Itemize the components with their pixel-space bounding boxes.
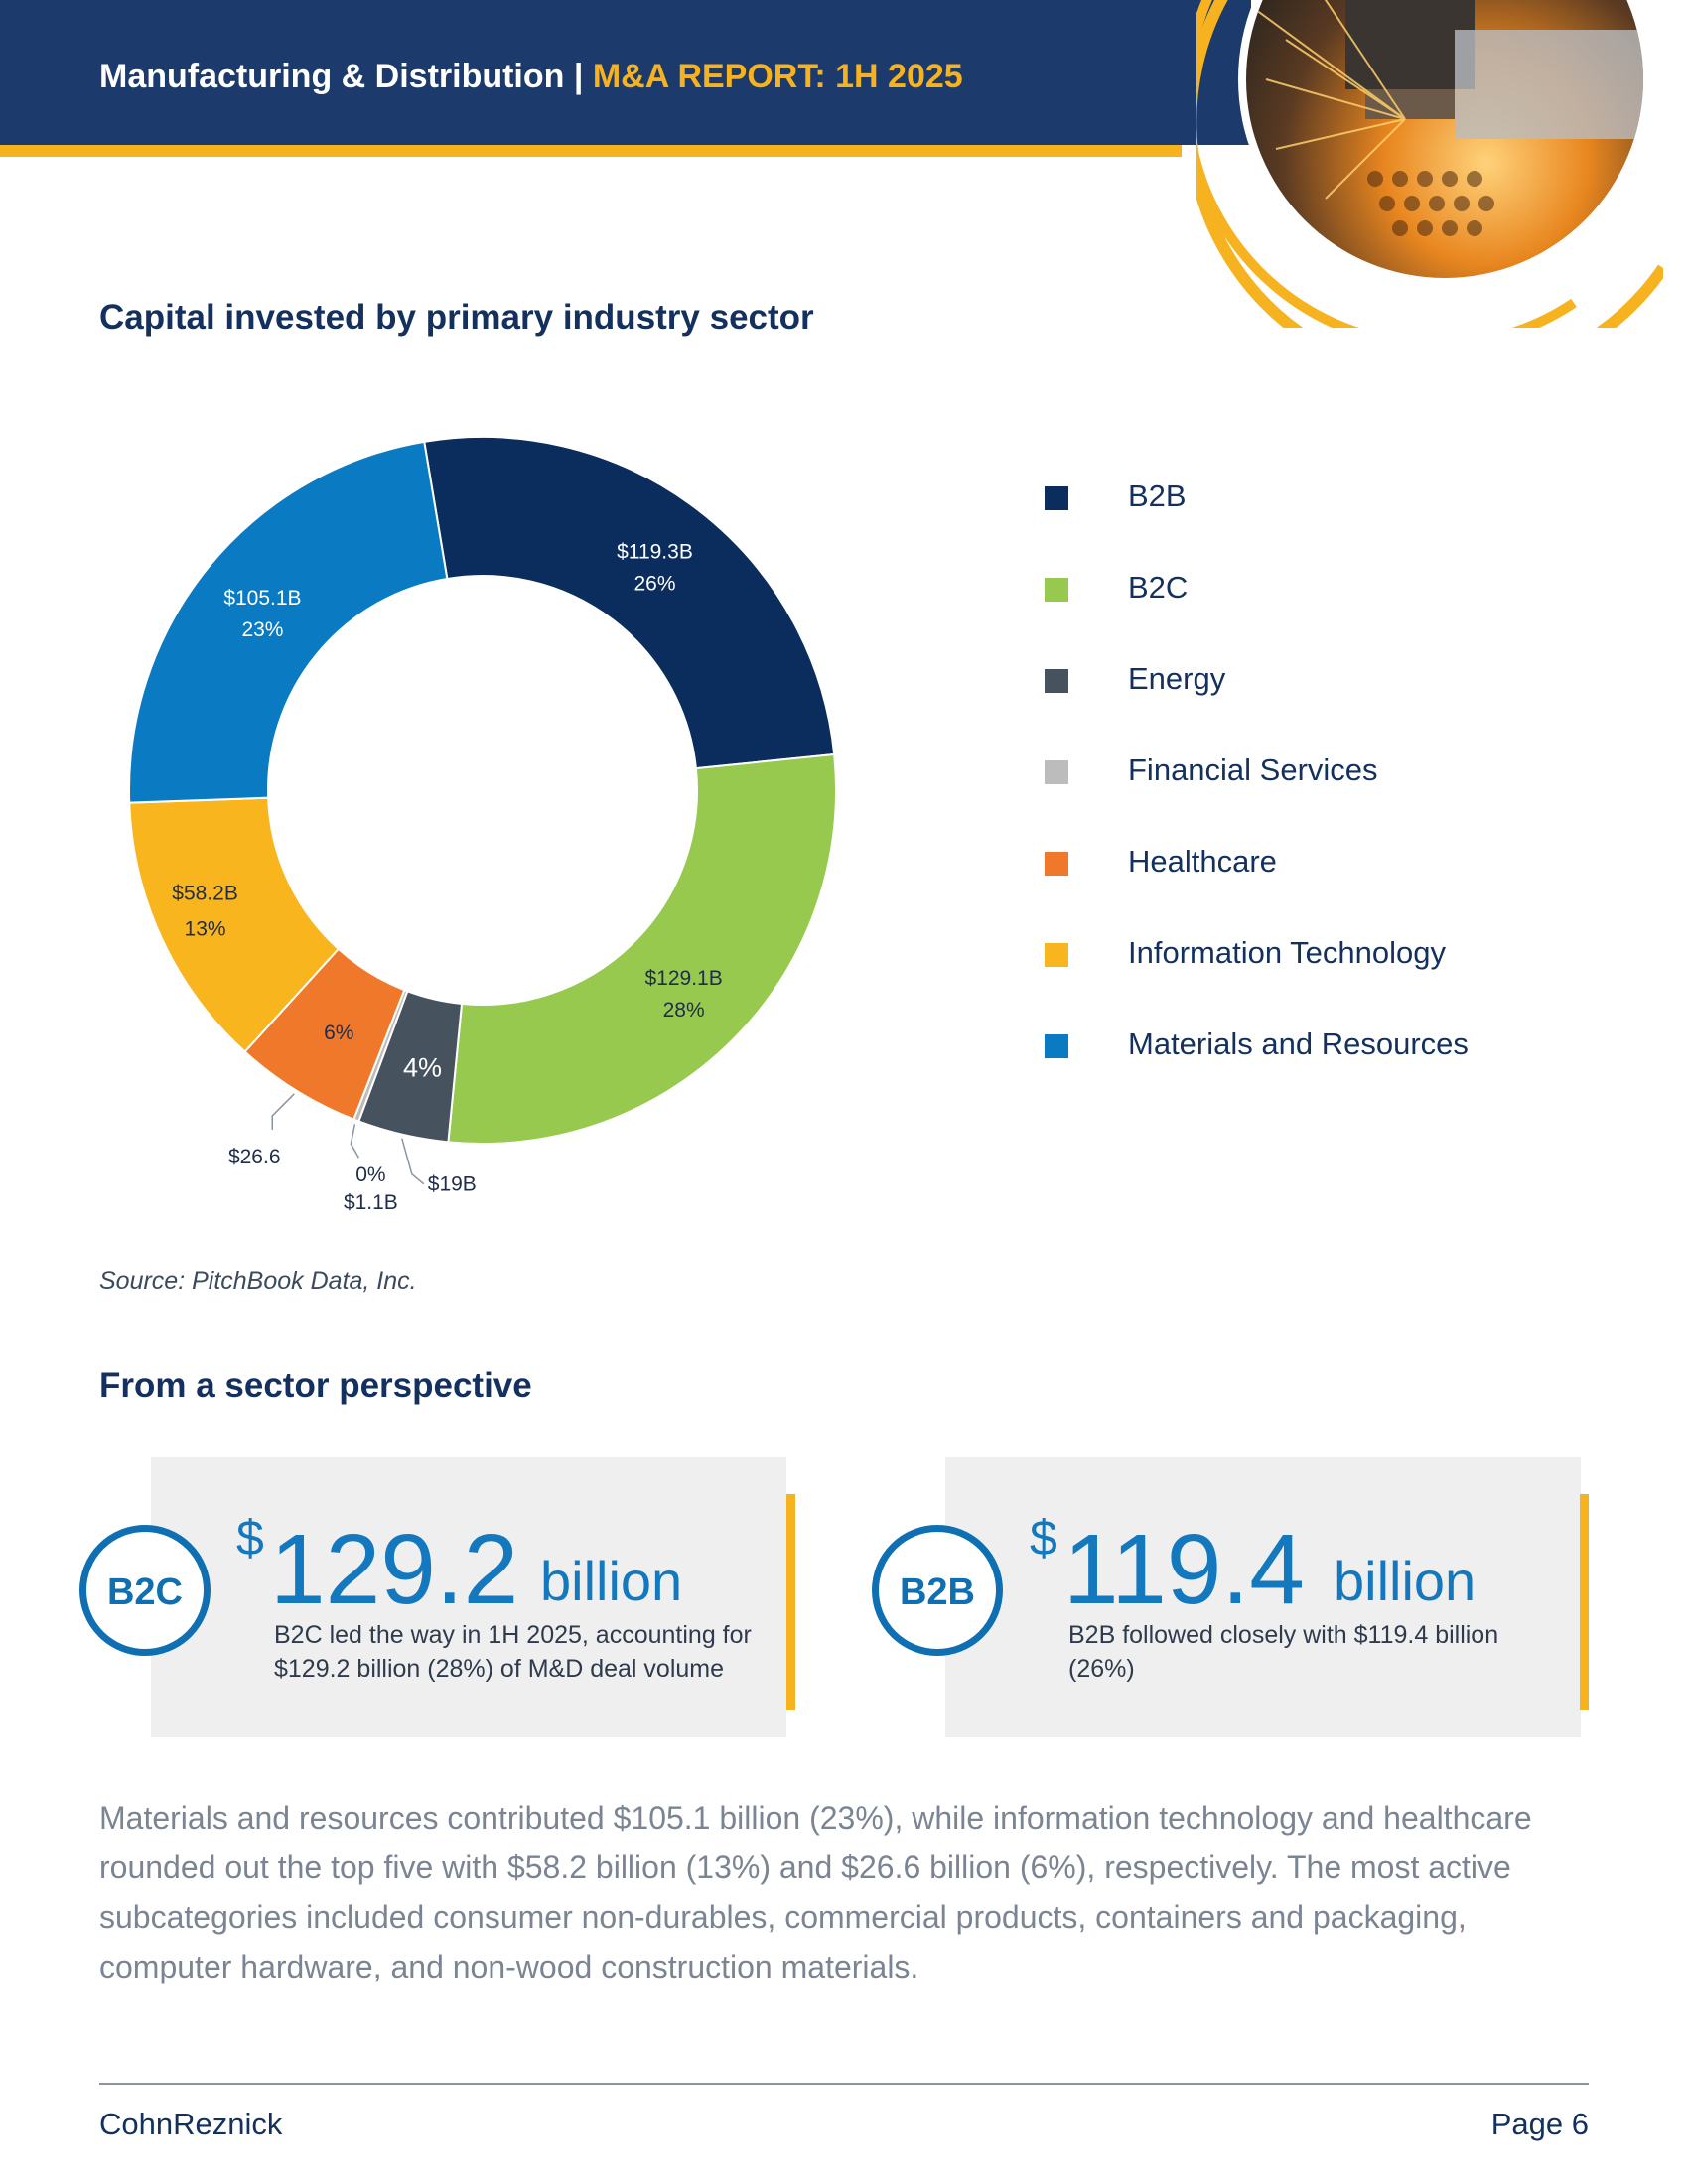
- b2c-stat-figure: $ 129.2 billion: [236, 1509, 753, 1628]
- sector-heading: From a sector perspective: [99, 1366, 532, 1405]
- legend-label-materials-and-resources: Materials and Resources: [1128, 1026, 1469, 1061]
- chart-heading: Capital invested by primary industry sec…: [99, 298, 814, 337]
- b2c-stat-value: 129.2: [270, 1514, 519, 1625]
- leader-line-financial-services: [350, 1124, 360, 1159]
- legend-label-healthcare: Healthcare: [1128, 844, 1277, 879]
- report-title-separator: |: [564, 58, 593, 95]
- slice-amount-energy: $19B: [428, 1173, 477, 1196]
- body-paragraph: Materials and resources contributed $105…: [99, 1800, 1532, 1984]
- legend-label-information-technology: Information Technology: [1128, 935, 1446, 970]
- b2b-card-accent: [1580, 1494, 1589, 1710]
- slice-amount-b2c: $129.1B: [645, 967, 723, 990]
- legend-swatch-energy: [1045, 669, 1068, 693]
- sector-donut-chart: $119.3B 26% $129.1B 28% 4% $19B 0% $1.1B 6% $26.6…: [128, 436, 837, 1214]
- b2b-stat-value: 119.4: [1063, 1514, 1305, 1625]
- legend-item-information-technology: Information Technology: [1043, 923, 1599, 1015]
- legend-label-energy: Energy: [1128, 661, 1226, 696]
- report-title-main: Manufacturing & Distribution: [99, 58, 565, 95]
- b2c-card-accent: [786, 1494, 795, 1710]
- b2b-stat-unit: billion: [1334, 1550, 1477, 1612]
- b2c-stat-dollar: $: [236, 1510, 264, 1566]
- chart-source: Source: PitchBook Data, Inc.: [99, 1267, 417, 1295]
- legend-label-b2b: B2B: [1128, 478, 1187, 513]
- report-title: Manufacturing & Distribution | M&A REPOR…: [99, 58, 963, 96]
- footer-brand: CohnReznick: [99, 2107, 283, 2141]
- leader-line-energy: [401, 1138, 425, 1185]
- page-number: Page 6: [1490, 2107, 1589, 2141]
- legend-swatch-materials-and-resources: [1045, 1034, 1068, 1058]
- b2b-stat-description: B2B followed closely with $119.4 billion…: [1068, 1621, 1499, 1683]
- slice-amount-b2b: $119.3B: [617, 541, 693, 564]
- b2b-stat-figure: $ 119.4 billion: [1030, 1509, 1546, 1628]
- b2b-stat-dollar: $: [1030, 1510, 1057, 1566]
- legend-item-b2c: B2C: [1043, 558, 1599, 649]
- b2c-stat-description: B2C led the way in 1H 2025, accounting f…: [274, 1621, 752, 1683]
- leader-line-healthcare: [271, 1093, 295, 1130]
- b2c-stat-card: [151, 1457, 786, 1737]
- footer-rule: [99, 2083, 1589, 2085]
- legend-swatch-financial-services: [1045, 760, 1068, 784]
- slice-amount-financial-services: $1.1B: [344, 1191, 398, 1214]
- chart-legend: B2B B2C Energy Financial Services Healthcare…: [1043, 467, 1599, 1106]
- legend-item-materials-and-resources: Materials and Resources: [1043, 1015, 1599, 1106]
- slice-percent-b2b: 26%: [633, 573, 675, 596]
- legend-item-energy: Energy: [1043, 649, 1599, 741]
- legend-swatch-b2c: [1045, 578, 1068, 602]
- slice-percent-healthcare: 6%: [324, 1022, 353, 1044]
- b2c-badge: B2C: [79, 1525, 211, 1656]
- legend-label-b2c: B2C: [1128, 570, 1189, 605]
- slice-amount-information-technology: $58.2B: [172, 882, 238, 904]
- legend-item-healthcare: Healthcare: [1043, 832, 1599, 923]
- b2b-badge: B2B: [872, 1525, 1003, 1656]
- slice-amount-materials-and-resources: $105.1B: [223, 587, 301, 610]
- b2c-stat-unit: billion: [540, 1550, 683, 1612]
- donut-slice-materials-and-resources: [128, 440, 449, 804]
- b2c-badge-label: B2C: [106, 1571, 184, 1613]
- slice-percent-materials-and-resources: 23%: [241, 618, 283, 641]
- donut-slice-b2c: [447, 752, 837, 1145]
- legend-label-financial-services: Financial Services: [1128, 752, 1378, 787]
- slice-percent-b2c: 28%: [663, 999, 705, 1022]
- slice-amount-healthcare: $26.6: [228, 1146, 281, 1168]
- slice-percent-information-technology: 13%: [185, 917, 226, 940]
- legend-swatch-information-technology: [1045, 943, 1068, 967]
- header-stripe: [0, 145, 1182, 157]
- legend-item-financial-services: Financial Services: [1043, 741, 1599, 832]
- b2b-badge-label: B2B: [899, 1571, 976, 1613]
- b2b-stat-card: [945, 1457, 1581, 1737]
- legend-item-b2b: B2B: [1043, 467, 1599, 558]
- legend-swatch-healthcare: [1045, 852, 1068, 876]
- legend-swatch-b2b: [1045, 486, 1068, 510]
- slice-percent-energy: 4%: [403, 1053, 442, 1083]
- donut-slice-b2b: [423, 436, 836, 770]
- header-bar: [0, 0, 1251, 145]
- hero-sparks-image: [1196, 0, 1663, 328]
- slice-percent-financial-services: 0%: [355, 1163, 385, 1186]
- report-title-accent: M&A REPORT: 1H 2025: [592, 58, 963, 95]
